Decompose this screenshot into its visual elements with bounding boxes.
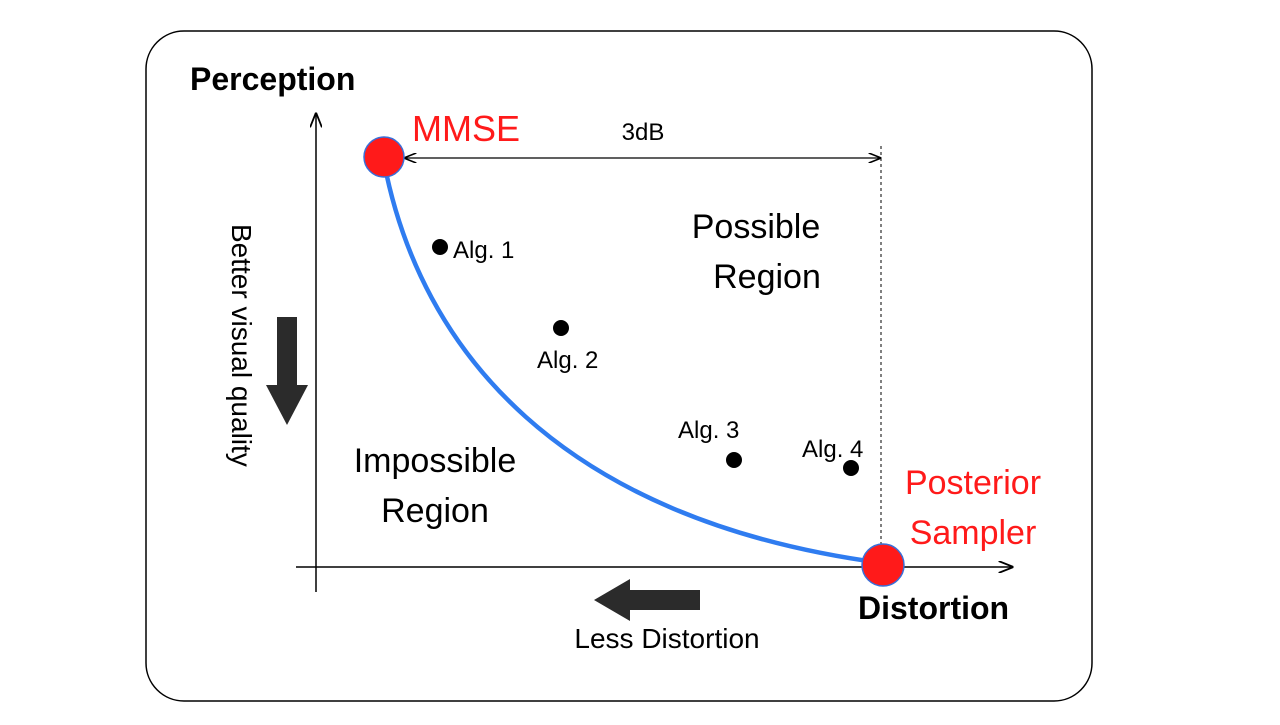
down-arrow-icon [266,317,308,425]
mmse-point [363,136,405,178]
posterior-sampler-point [861,543,905,587]
x-axis-title: Distortion [858,590,1009,626]
posterior-label-line2: Sampler [910,514,1037,552]
possible-region-line2: Region [713,258,821,296]
alg-1-label: Alg. 1 [453,237,514,264]
y-axis-title: Perception [190,61,355,97]
tradeoff-curve [381,161,883,566]
diagram-frame [145,30,1093,702]
posterior-label-line1: Posterior [905,464,1041,502]
alg-4-point [843,460,859,476]
alg-2-point [553,320,569,336]
gap-label: 3dB [622,119,665,146]
left-arrow-icon [594,579,700,621]
better-quality-label: Better visual quality [226,224,257,467]
impossible-region-line2: Region [381,492,489,530]
impossible-region-line1: Impossible [354,442,517,480]
alg-1-point [432,239,448,255]
alg-3-point [726,452,742,468]
alg-2-label: Alg. 2 [537,347,598,374]
less-distortion-label: Less Distortion [574,623,759,654]
alg-3-label: Alg. 3 [678,417,739,444]
mmse-label: MMSE [412,108,520,149]
alg-4-label: Alg. 4 [802,436,863,463]
possible-region-line1: Possible [692,208,821,246]
